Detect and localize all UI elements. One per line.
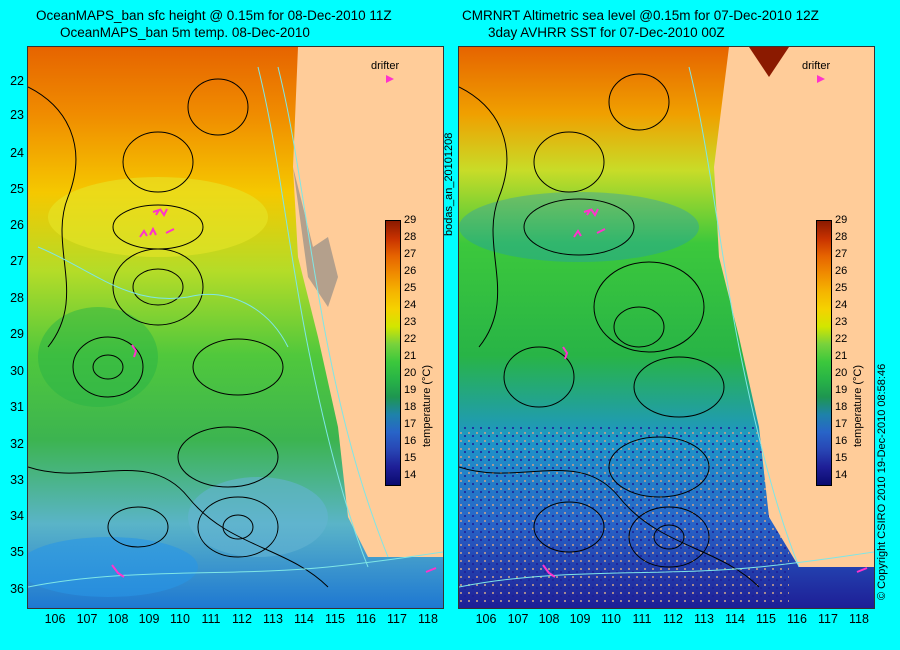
right-colorbar bbox=[816, 220, 832, 486]
right-map-panel: drifter 29 28 27 26 25 24 23 22 21 20 19… bbox=[458, 46, 875, 609]
left-sst-map bbox=[28, 47, 443, 608]
drifter-tracks bbox=[542, 208, 868, 578]
drifter-tracks bbox=[111, 208, 437, 578]
drifter-icon bbox=[386, 75, 394, 83]
right-sst-map bbox=[459, 47, 874, 608]
right-drifter-label: drifter bbox=[802, 60, 831, 72]
run-id-label: bodas_an_20101208 bbox=[443, 132, 455, 236]
left-drifter-label: drifter bbox=[371, 60, 400, 72]
right-title-line1: CMRNRT Altimetric sea level @0.15m for 0… bbox=[462, 8, 819, 23]
land-area bbox=[714, 47, 874, 567]
drifter-icon bbox=[817, 75, 825, 83]
right-title-line2: 3day AVHRR SST for 07-Dec-2010 00Z bbox=[488, 25, 725, 40]
left-title-line2: OceanMAPS_ban 5m temp. 08-Dec-2010 bbox=[60, 25, 310, 40]
land-area bbox=[293, 47, 443, 557]
left-colorbar-label: temperature (°C) bbox=[421, 364, 433, 447]
right-colorbar-label: temperature (°C) bbox=[852, 364, 864, 447]
copyright-label: © Copyright CSIRO 2010 19-Dec-2010 08:58… bbox=[876, 363, 888, 600]
left-map-panel: drifter 29 28 27 26 25 24 23 22 21 20 19… bbox=[27, 46, 444, 609]
left-colorbar bbox=[385, 220, 401, 486]
left-title-line1: OceanMAPS_ban sfc height @ 0.15m for 08-… bbox=[36, 8, 392, 23]
